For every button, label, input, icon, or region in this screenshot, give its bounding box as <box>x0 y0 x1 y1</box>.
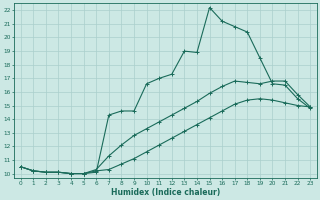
X-axis label: Humidex (Indice chaleur): Humidex (Indice chaleur) <box>111 188 220 197</box>
